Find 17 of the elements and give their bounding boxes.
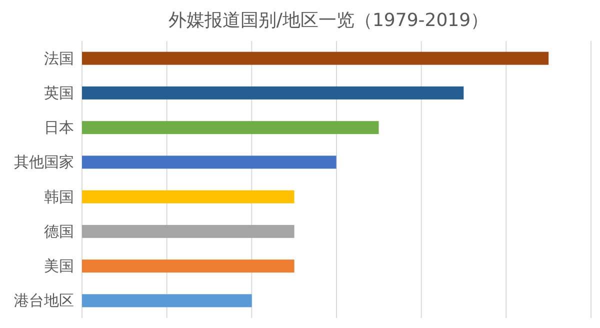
y-tick-label: 港台地区 — [14, 292, 74, 310]
bar — [82, 156, 336, 169]
bar — [82, 121, 379, 134]
y-tick-label: 英国 — [44, 84, 74, 102]
y-tick-label: 美国 — [44, 257, 74, 276]
y-tick-label: 日本 — [44, 118, 74, 137]
chart-title: 外媒报道国别/地区一览（1979-2019） — [168, 10, 489, 31]
y-tick-label: 德国 — [44, 222, 74, 240]
bar — [82, 260, 294, 273]
y-tick-label: 韩国 — [44, 188, 74, 206]
bar — [82, 224, 294, 238]
bar — [82, 52, 549, 65]
y-tick-label: 法国 — [44, 49, 74, 68]
bar — [82, 86, 464, 100]
bar — [82, 294, 252, 308]
y-tick-label: 其他国家 — [14, 153, 74, 172]
bar — [82, 190, 294, 204]
